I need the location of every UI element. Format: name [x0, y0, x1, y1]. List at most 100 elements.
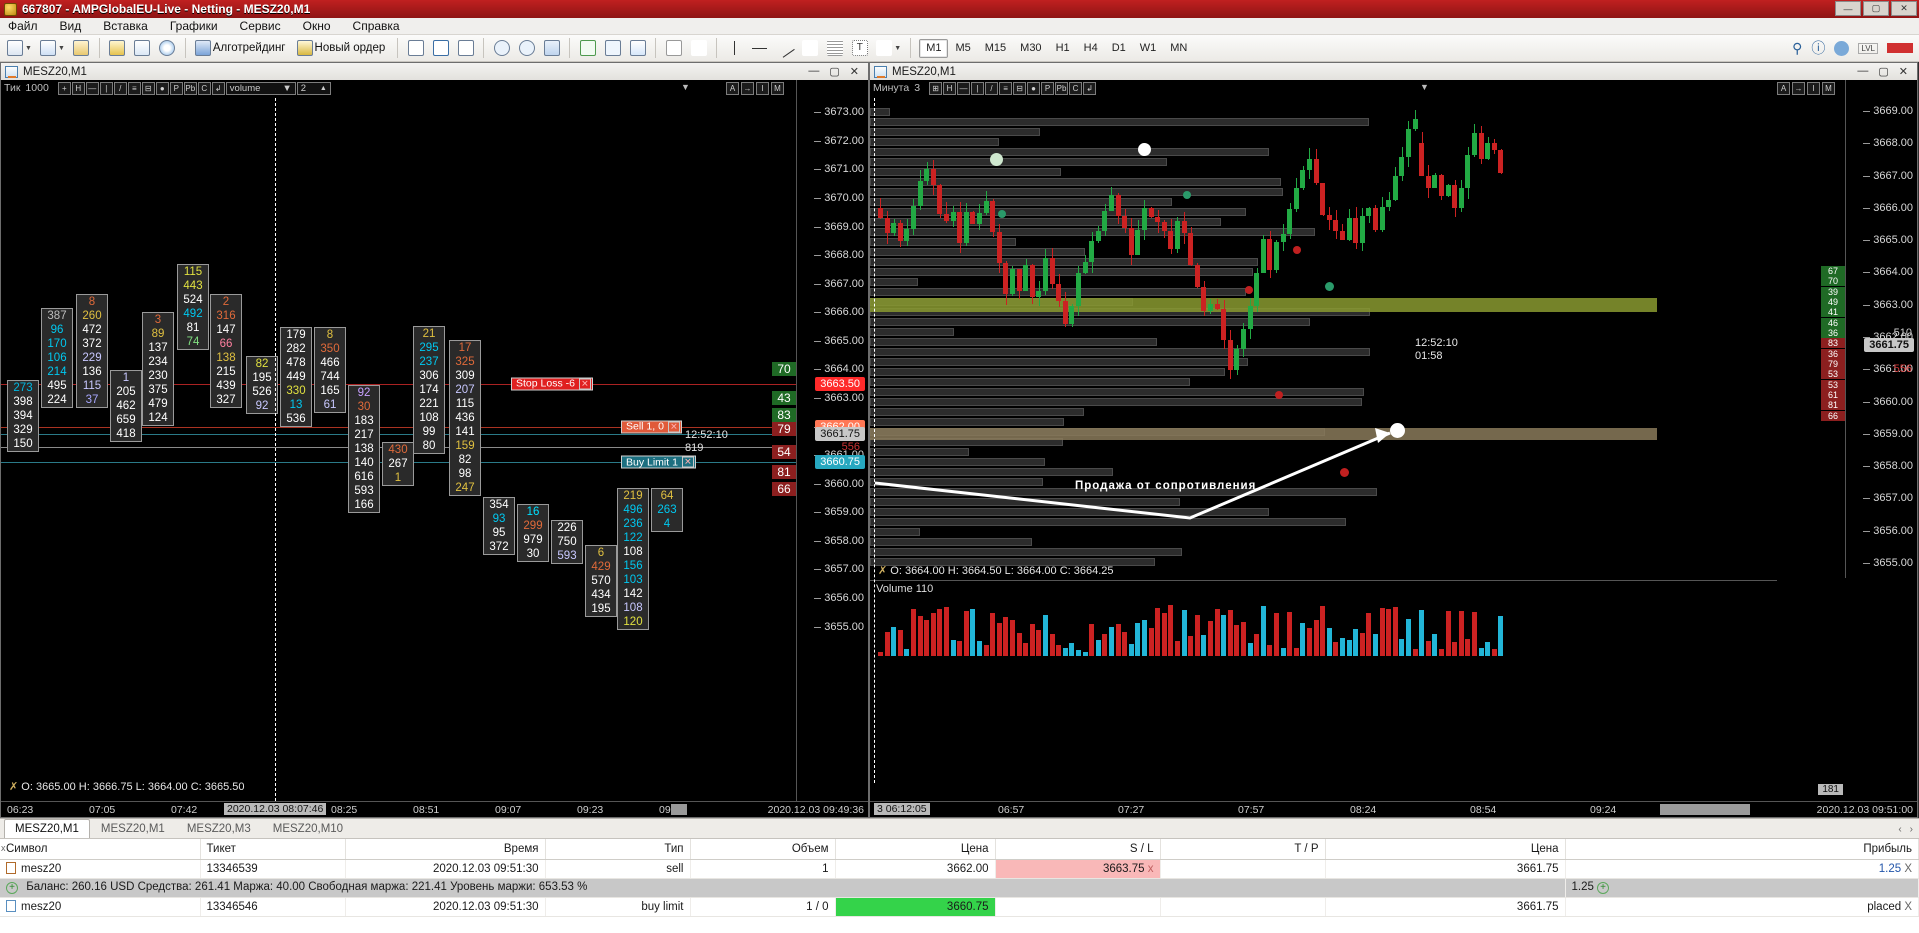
- open-profile-icon[interactable]: ▼: [37, 37, 68, 60]
- footprint-column[interactable]: 82 195 526 92: [246, 356, 278, 414]
- bar-chart-icon[interactable]: [404, 37, 427, 60]
- corner-btn-arrow[interactable]: →: [741, 82, 754, 95]
- footprint-column[interactable]: 6 429 570 434 195: [585, 545, 617, 617]
- timeframe-m30[interactable]: M30: [1020, 42, 1042, 54]
- menu-item-insert[interactable]: Вставка: [103, 19, 148, 33]
- left-chart-minimize[interactable]: —: [808, 65, 820, 77]
- corner-btn-a[interactable]: A: [1777, 82, 1790, 95]
- close-order-icon[interactable]: ✕: [681, 456, 694, 468]
- candlestick-plot[interactable]: 12:52:10 01:58: [870, 98, 1777, 576]
- rc-btn-grid[interactable]: ⊞: [929, 81, 943, 95]
- vertical-line-icon[interactable]: [723, 37, 746, 60]
- left-chart-canvas[interactable]: Тик 1000 + H — | / ≡ ⊟ ● P Pb C ↲ volume…: [1, 80, 868, 817]
- rc-btn-dash[interactable]: —: [957, 81, 971, 95]
- rc-btn-list[interactable]: ≡: [999, 81, 1013, 95]
- menu-item-tools[interactable]: Сервис: [239, 19, 281, 33]
- cell-stoploss[interactable]: 3663.75 x: [995, 859, 1161, 879]
- footprint-column[interactable]: 226 750 593: [551, 520, 583, 564]
- stepper-up-icon[interactable]: ▲: [319, 84, 327, 92]
- tab-mesz20-m3[interactable]: MESZ20,M3: [186, 823, 251, 835]
- footprint-column[interactable]: 64 263 4: [651, 488, 683, 532]
- table-row[interactable]: mesz20 13346546 2020.12.03 09:51:30 buy …: [0, 897, 1919, 917]
- footprint-column[interactable]: 8 260 472 372 229 136 115 37: [76, 294, 108, 408]
- right-chart-canvas[interactable]: Минута 3 ⊞ H — | / ≡ ⊟ ● P Pb C ↲ A → I …: [870, 80, 1917, 817]
- footprint-column[interactable]: 3 89 137 234 230 375 479 124: [142, 312, 174, 426]
- fp-btn-enter[interactable]: ↲: [211, 81, 225, 95]
- corner-btn-a[interactable]: A: [726, 82, 739, 95]
- candlestick-chart-icon[interactable]: [429, 37, 452, 60]
- close-button[interactable]: ✕: [1891, 1, 1917, 16]
- timeframe-m15[interactable]: M15: [984, 42, 1007, 54]
- corner-btn-i[interactable]: I: [756, 82, 769, 95]
- col-price2[interactable]: Цена: [1325, 839, 1566, 860]
- zoom-out-icon[interactable]: [515, 37, 538, 60]
- order-tag[interactable]: Sell 1, 0 ✕: [621, 420, 682, 434]
- timeframe-h4[interactable]: H4: [1083, 42, 1098, 54]
- fp-btn-list[interactable]: ≡: [127, 81, 141, 95]
- col-symbol[interactable]: Символ: [0, 839, 201, 860]
- cell-stoploss[interactable]: [995, 897, 1161, 917]
- fp-btn-grid[interactable]: ⊟: [141, 81, 155, 95]
- fp-btn-p[interactable]: P: [169, 81, 183, 95]
- fp-btn-plus[interactable]: +: [57, 81, 71, 95]
- timeframe-h1[interactable]: H1: [1055, 42, 1070, 54]
- volume-type-select[interactable]: volume ▼: [225, 81, 296, 95]
- col-sl[interactable]: S / L: [995, 839, 1161, 860]
- left-price-scale[interactable]: 3673.00 3672.00 3671.00 3670.00 3669.00 3668.…: [796, 80, 868, 817]
- data-window-icon[interactable]: [131, 37, 154, 60]
- corner-btn-m[interactable]: M: [771, 82, 784, 95]
- menu-item-file[interactable]: Файл: [8, 19, 38, 33]
- rc-btn-enter[interactable]: ↲: [1083, 81, 1097, 95]
- order-tag[interactable]: Stop Loss -6 ✕: [511, 377, 593, 391]
- timeframe-w1[interactable]: W1: [1139, 42, 1157, 54]
- price-pill[interactable]: 3661.75: [815, 426, 865, 441]
- rc-btn-grid2[interactable]: ⊟: [1013, 81, 1027, 95]
- order-tag[interactable]: Buy Limit 1 ✕: [621, 455, 696, 469]
- right-chart-window[interactable]: MESZ20,M1 — ▢ ✕ Минута 3 ⊞ H — | / ≡ ⊟ ●…: [869, 62, 1918, 818]
- col-ticket[interactable]: Тикет: [200, 839, 346, 860]
- profile-icon[interactable]: [1834, 40, 1850, 56]
- right-chart-close[interactable]: ✕: [1898, 66, 1908, 78]
- corner-btn-m[interactable]: M: [1822, 82, 1835, 95]
- timeframe-mn[interactable]: MN: [1170, 42, 1188, 54]
- expand-icon[interactable]: +: [6, 882, 18, 894]
- footprint-plot[interactable]: 70 43 83 79 54 81 66 Stop Loss -6 ✕ Sell 1, 0 ✕ Buy…: [1, 98, 796, 801]
- footprint-column[interactable]: 115 443 524 492 81 74: [177, 264, 209, 350]
- minimize-button[interactable]: —: [1835, 1, 1861, 16]
- menu-item-view[interactable]: Вид: [59, 19, 82, 33]
- col-time[interactable]: Время: [345, 839, 546, 860]
- fibonacci-icon[interactable]: [823, 37, 846, 60]
- save-icon[interactable]: [70, 37, 93, 60]
- cursor-icon[interactable]: [662, 37, 685, 60]
- footprint-column[interactable]: 354 93 95 372: [483, 497, 515, 555]
- timeframe-m1[interactable]: M1: [919, 38, 949, 58]
- footprint-column[interactable]: 2 316 147 66 138 215 439 327: [210, 294, 242, 408]
- chart-shift-icon[interactable]: [540, 37, 563, 60]
- close-order-icon[interactable]: ✕: [578, 378, 591, 390]
- left-time-axis[interactable]: 06:2307:0507:4208:0708:2508:5109:0709:23…: [1, 801, 868, 817]
- col-tp[interactable]: T / P: [1160, 839, 1326, 860]
- corner-btn-i[interactable]: I: [1807, 82, 1820, 95]
- shift-end-icon[interactable]: [601, 37, 624, 60]
- line-chart-icon[interactable]: [454, 37, 477, 60]
- left-chart-window[interactable]: MESZ20,M1 — ▢ ✕ Тик 1000 + H — | / ≡ ⊟ ●…: [0, 62, 869, 818]
- auto-scroll-icon[interactable]: [576, 37, 599, 60]
- rc-btn-h[interactable]: H: [943, 81, 957, 95]
- fp-btn-h[interactable]: H: [71, 81, 85, 95]
- algotrading-button[interactable]: Алготрейдинг: [192, 37, 292, 60]
- text-icon[interactable]: T: [848, 37, 871, 60]
- trendline-icon[interactable]: [773, 37, 796, 60]
- left-chart-close[interactable]: ✕: [849, 66, 859, 78]
- panel-close-icon[interactable]: x: [1, 843, 6, 853]
- right-chart-maximize[interactable]: ▢: [1878, 66, 1889, 78]
- time-scroll-handle[interactable]: [1660, 804, 1750, 815]
- objects-icon[interactable]: ▼: [873, 37, 904, 60]
- fp-btn-dash[interactable]: —: [85, 81, 99, 95]
- price-pill[interactable]: 3663.50: [815, 376, 865, 391]
- maximize-button[interactable]: ▢: [1863, 1, 1889, 16]
- tab-mesz20-m1-active[interactable]: MESZ20,M1: [4, 819, 90, 838]
- rc-btn-pb[interactable]: Pb: [1055, 81, 1069, 95]
- left-chart-maximize[interactable]: ▢: [829, 66, 840, 78]
- indicators-icon[interactable]: [626, 37, 649, 60]
